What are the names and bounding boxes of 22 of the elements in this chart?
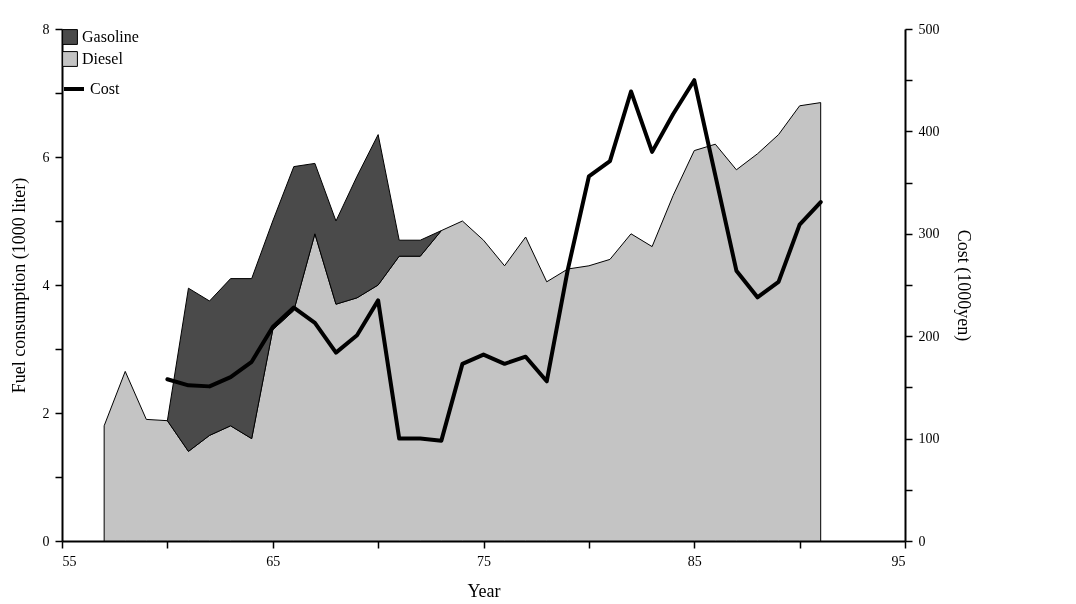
- x-axis-title: Year: [467, 580, 501, 601]
- x-tick-label: 65: [266, 553, 281, 569]
- y2-tick-label: 500: [918, 21, 940, 37]
- x-tick-label: 95: [891, 553, 906, 569]
- y-tick-label: 2: [42, 405, 50, 421]
- y2-tick-label: 200: [918, 328, 940, 344]
- y2-tick-label: 100: [918, 431, 940, 447]
- x-tick-label: 55: [62, 553, 77, 569]
- y-tick-label: 8: [42, 21, 50, 37]
- y-tick-label: 4: [42, 277, 50, 293]
- legend-label: Diesel: [82, 50, 124, 67]
- y-tick-label: 0: [42, 533, 50, 549]
- x-tick-label: 75: [477, 553, 491, 569]
- y2-tick-label: 300: [918, 226, 940, 242]
- legend-label: Cost: [90, 80, 120, 97]
- y2-tick-label: 400: [918, 123, 940, 139]
- y2-tick-label: 0: [918, 533, 926, 549]
- legend-label: Gasoline: [82, 28, 139, 45]
- x-tick-label: 85: [687, 553, 702, 569]
- y-axis-title: Fuel consumption (1000 liter): [8, 177, 30, 394]
- y2-axis-title: Cost (1000yen): [952, 229, 974, 342]
- y-tick-label: 6: [42, 149, 50, 165]
